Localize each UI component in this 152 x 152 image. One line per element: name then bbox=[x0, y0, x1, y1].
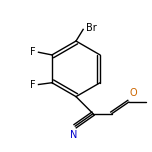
Text: O: O bbox=[130, 88, 137, 98]
Text: F: F bbox=[30, 47, 36, 57]
Text: F: F bbox=[30, 79, 36, 90]
Text: Br: Br bbox=[86, 23, 97, 33]
Text: N: N bbox=[70, 130, 77, 140]
